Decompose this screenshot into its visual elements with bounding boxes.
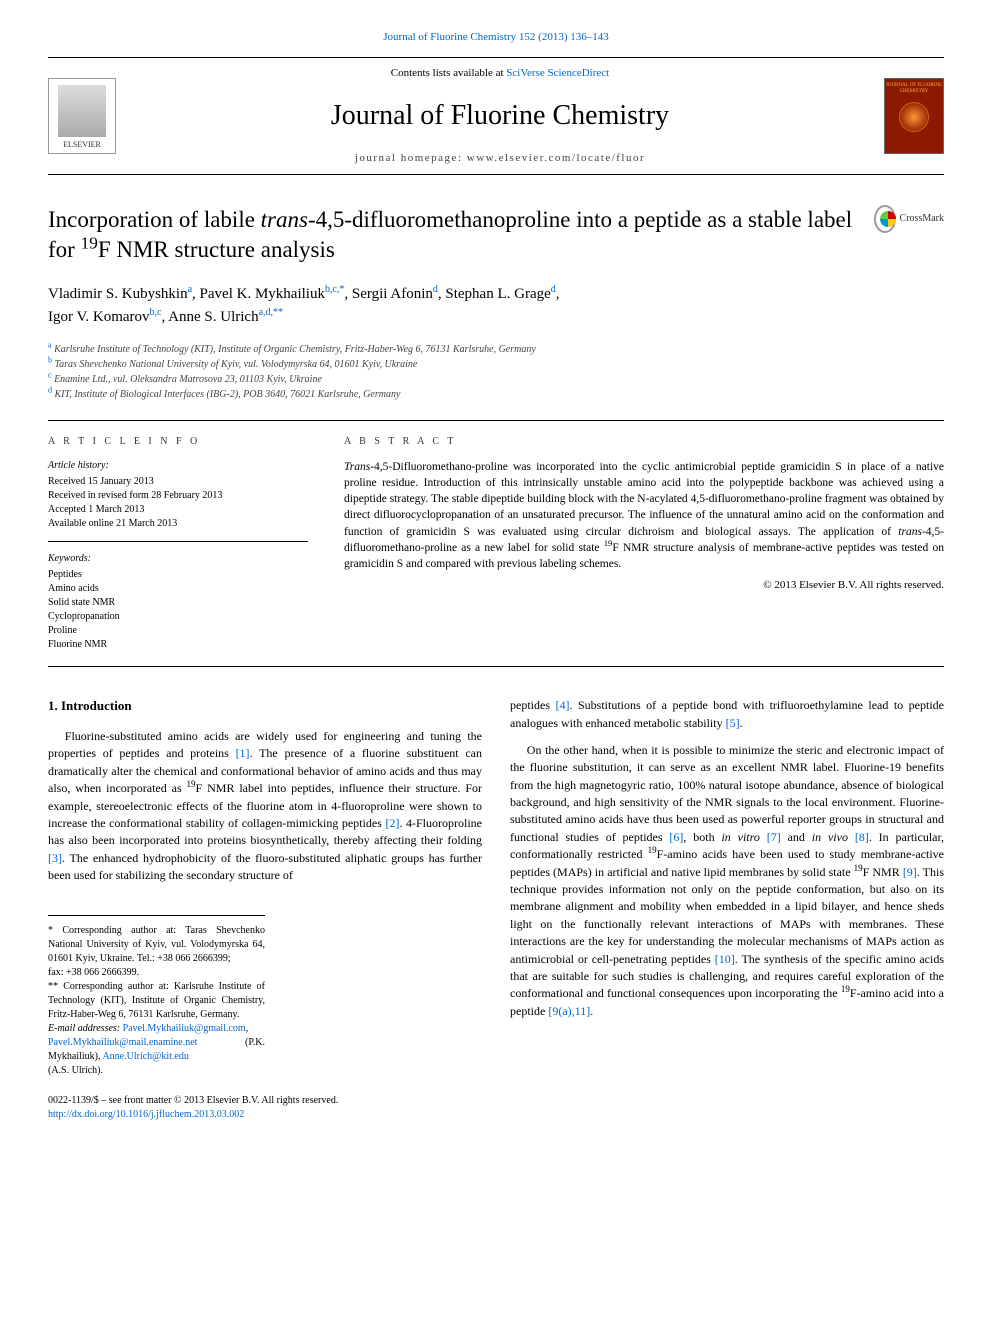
elsevier-label: ELSEVIER xyxy=(63,139,101,150)
keywords-label: Keywords: xyxy=(48,552,308,566)
keywords-block: Keywords: Peptides Amino acids Solid sta… xyxy=(48,552,308,652)
front-matter-line: 0022-1139/$ – see front matter © 2013 El… xyxy=(48,1094,482,1108)
crossmark-label: CrossMark xyxy=(900,212,944,226)
abstract-copyright: © 2013 Elsevier B.V. All rights reserved… xyxy=(344,578,944,593)
author: Igor V. Komarovb,c xyxy=(48,309,161,325)
bottom-meta: 0022-1139/$ – see front matter © 2013 El… xyxy=(48,1094,482,1122)
section-rule xyxy=(48,420,944,421)
affiliation: a Karlsruhe Institute of Technology (KIT… xyxy=(48,342,944,357)
header-center: Contents lists available at SciVerse Sci… xyxy=(116,66,884,166)
article-title: Incorporation of labile trans-4,5-difluo… xyxy=(48,205,854,265)
abstract-block: A B S T R A C T Trans-4,5-Difluoromethan… xyxy=(344,435,944,652)
keyword: Cyclopropanation xyxy=(48,610,308,624)
journal-citation-top[interactable]: Journal of Fluorine Chemistry 152 (2013)… xyxy=(48,30,944,45)
author: Pavel K. Mykhailiukb,c,* xyxy=(200,286,345,302)
sciencedirect-link[interactable]: SciVerse ScienceDirect xyxy=(506,67,609,79)
keyword: Proline xyxy=(48,624,308,638)
homepage-url[interactable]: www.elsevier.com/locate/fluor xyxy=(467,152,645,164)
author: Stephan L. Graged xyxy=(445,286,555,302)
journal-title: Journal of Fluorine Chemistry xyxy=(134,96,866,135)
citation-link[interactable]: [4] xyxy=(555,698,569,712)
keyword: Peptides xyxy=(48,568,308,582)
body-paragraph: Fluorine-substituted amino acids are wid… xyxy=(48,728,482,885)
footnotes: * Corresponding author at: Taras Shevche… xyxy=(48,915,265,1078)
info-abstract-row: A R T I C L E I N F O Article history: R… xyxy=(48,435,944,652)
cover-text: JOURNAL OF FLUORINE CHEMISTRY xyxy=(885,83,943,94)
homepage-prefix: journal homepage: xyxy=(355,152,467,164)
article-info-heading: A R T I C L E I N F O xyxy=(48,435,308,449)
affiliation: c Enamine Ltd., vul. Oleksandra Matrosov… xyxy=(48,372,944,387)
left-column: 1. Introduction Fluorine-substituted ami… xyxy=(48,697,482,1121)
author: Vladimir S. Kubyshkina xyxy=(48,286,192,302)
journal-cover-thumbnail[interactable]: JOURNAL OF FLUORINE CHEMISTRY xyxy=(884,78,944,154)
abstract-heading: A B S T R A C T xyxy=(344,435,944,449)
email-link[interactable]: Anne.Ulrich@kit.edu xyxy=(102,1051,188,1062)
keyword: Fluorine NMR xyxy=(48,638,308,652)
crossmark-icon xyxy=(874,205,896,233)
footnote-emails: E-mail addresses: Pavel.Mykhailiuk@gmail… xyxy=(48,1022,265,1078)
footnote-fax: fax: +38 066 2666399. xyxy=(48,966,265,980)
affiliation: b Taras Shevchenko National University o… xyxy=(48,357,944,372)
journal-homepage: journal homepage: www.elsevier.com/locat… xyxy=(134,151,866,166)
section-rule xyxy=(48,666,944,667)
keyword: Amino acids xyxy=(48,582,308,596)
contents-line: Contents lists available at SciVerse Sci… xyxy=(134,66,866,81)
contents-prefix: Contents lists available at xyxy=(391,67,506,79)
email-link[interactable]: Pavel.Mykhailiuk@gmail.com xyxy=(123,1023,246,1034)
citation-link[interactable]: [5] xyxy=(726,716,740,730)
author: Sergii Afonind xyxy=(352,286,438,302)
body-paragraph: On the other hand, when it is possible t… xyxy=(510,742,944,1020)
footnote-corresponding-2: ** Corresponding author at: Karlsruhe In… xyxy=(48,980,265,1022)
citation-link[interactable]: [6] xyxy=(669,830,683,844)
citation-link[interactable]: [7] xyxy=(767,830,781,844)
citation-link[interactable]: [3] xyxy=(48,851,62,865)
email-link[interactable]: Pavel.Mykhailiuk@mail.enamine.net xyxy=(48,1037,197,1048)
authors-line: Vladimir S. Kubyshkina, Pavel K. Mykhail… xyxy=(48,283,944,328)
crossmark-badge[interactable]: CrossMark xyxy=(874,205,944,233)
history-label: Article history: xyxy=(48,459,308,473)
footnote-corresponding-1: * Corresponding author at: Taras Shevche… xyxy=(48,924,265,966)
affiliations: a Karlsruhe Institute of Technology (KIT… xyxy=(48,342,944,402)
author: Anne S. Ulricha,d,** xyxy=(168,309,283,325)
body-paragraph: peptides [4]. Substitutions of a peptide… xyxy=(510,697,944,732)
affiliation: d KIT, Institute of Biological Interface… xyxy=(48,387,944,402)
page-container: Journal of Fluorine Chemistry 152 (2013)… xyxy=(0,0,992,1152)
citation-link[interactable]: [8] xyxy=(855,830,869,844)
abstract-text: Trans-4,5-Difluoromethano-proline was in… xyxy=(344,459,944,572)
elsevier-tree-icon xyxy=(58,85,106,137)
citation-link[interactable]: [10] xyxy=(715,952,735,966)
citation-link[interactable]: [9] xyxy=(903,865,917,879)
elsevier-logo[interactable]: ELSEVIER xyxy=(48,78,116,154)
history-item: Accepted 1 March 2013 xyxy=(48,503,308,517)
journal-header: ELSEVIER Contents lists available at Sci… xyxy=(48,57,944,175)
keyword: Solid state NMR xyxy=(48,596,308,610)
article-title-row: Incorporation of labile trans-4,5-difluo… xyxy=(48,205,944,265)
history-block: Article history: Received 15 January 201… xyxy=(48,459,308,542)
history-item: Received 15 January 2013 xyxy=(48,475,308,489)
body-columns: 1. Introduction Fluorine-substituted ami… xyxy=(48,697,944,1121)
cover-icon xyxy=(899,102,929,132)
history-item: Available online 21 March 2013 xyxy=(48,517,308,531)
right-column: peptides [4]. Substitutions of a peptide… xyxy=(510,697,944,1121)
history-item: Received in revised form 28 February 201… xyxy=(48,489,308,503)
article-info-sidebar: A R T I C L E I N F O Article history: R… xyxy=(48,435,308,652)
doi-link[interactable]: http://dx.doi.org/10.1016/j.jfluchem.201… xyxy=(48,1109,244,1120)
section-1-title: 1. Introduction xyxy=(48,697,482,716)
citation-link[interactable]: [2] xyxy=(385,816,399,830)
citation-link[interactable]: [1] xyxy=(236,746,250,760)
citation-link[interactable]: [9(a),11] xyxy=(548,1004,590,1018)
